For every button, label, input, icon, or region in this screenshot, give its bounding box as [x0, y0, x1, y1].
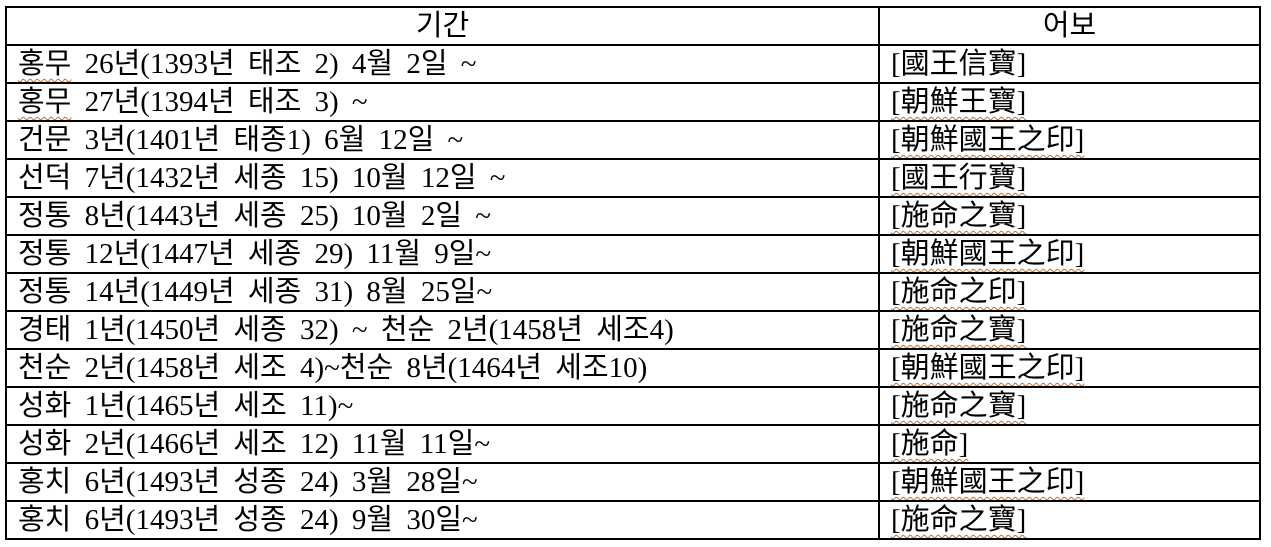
seal-cell: [國王行寶] [878, 158, 1261, 198]
period-cell: 선덕 7년(1432년 세종 15) 10월 12일 ~ [5, 158, 880, 198]
table-row: 홍치 6년(1493년 성종 24) 3월 28일~ [朝鮮國王之印] [5, 462, 1261, 502]
column-header-seal: 어보 [878, 6, 1261, 46]
period-cell: 홍치 6년(1493년 성종 24) 3월 28일~ [5, 462, 880, 502]
table-row: 정통 8년(1443년 세종 25) 10월 2일 ~ [施命之寶] [5, 196, 1261, 236]
period-cell: 천순 2년(1458년 세조 4)~천순 8년(1464년 세조10) [5, 348, 880, 388]
period-cell: 홍무 26년(1393년 태조 2) 4월 2일 ~ [5, 44, 880, 84]
period-cell: 정통 12년(1447년 세종 29) 11월 9일~ [5, 234, 880, 274]
table-row: 선덕 7년(1432년 세종 15) 10월 12일 ~ [國王行寶] [5, 158, 1261, 198]
table-row: 건문 3년(1401년 태종1) 6월 12일 ~ [朝鮮國王之印] [5, 120, 1261, 160]
period-cell: 경태 1년(1450년 세종 32) ~ 천순 2년(1458년 세조4) [5, 310, 880, 350]
period-cell: 성화 2년(1466년 세조 12) 11월 11일~ [5, 424, 880, 464]
misspelled-term: [朝鮮國王之印] [891, 238, 1085, 270]
seal-cell: [施命之印] [878, 272, 1261, 312]
seal-cell: [施命之寶] [878, 196, 1261, 236]
period-cell: 건문 3년(1401년 태종1) 6월 12일 ~ [5, 120, 880, 160]
table-row: 홍치 6년(1493년 성종 24) 9월 30일~ [施命之寶] [5, 500, 1261, 540]
period-cell: 정통 14년(1449년 세종 31) 8월 25일~ [5, 272, 880, 312]
seal-cell: [國王信寶] [878, 44, 1261, 84]
misspelled-term: [朝鮮國王之印] [891, 124, 1085, 156]
seal-cell: [朝鮮國王之印] [878, 348, 1261, 388]
misspelled-term: [施命之寶] [891, 390, 1027, 422]
table-body: 홍무 26년(1393년 태조 2) 4월 2일 ~ [國王信寶] 홍무 27년(1… [5, 44, 1261, 540]
table-row: 홍무 26년(1393년 태조 2) 4월 2일 ~ [國王信寶] [5, 44, 1261, 84]
period-cell: 성화 1년(1465년 세조 11)~ [5, 386, 880, 426]
seal-cell: [朝鮮王寶] [878, 82, 1261, 122]
period-cell: 홍무 27년(1394년 태조 3) ~ [5, 82, 880, 122]
seal-cell: [施命] [878, 424, 1261, 464]
misspelled-term: [施命之寶] [891, 314, 1027, 346]
misspelled-term: [施命之印] [891, 276, 1027, 308]
misspelled-term: 홍무 [18, 86, 72, 118]
seal-cell: [施命之寶] [878, 500, 1261, 540]
table-row: 정통 14년(1449년 세종 31) 8월 25일~ [施命之印] [5, 272, 1261, 312]
misspelled-term: [施命] [891, 428, 969, 460]
misspelled-term: [朝鮮國王之印] [891, 352, 1085, 384]
seal-cell: [朝鮮國王之印] [878, 234, 1261, 274]
period-cell: 정통 8년(1443년 세종 25) 10월 2일 ~ [5, 196, 880, 236]
seal-cell: [朝鮮國王之印] [878, 462, 1261, 502]
period-cell: 홍치 6년(1493년 성종 24) 9월 30일~ [5, 500, 880, 540]
seal-cell: [施命之寶] [878, 386, 1261, 426]
misspelled-term: 홍무 [18, 48, 72, 80]
table-row: 정통 12년(1447년 세종 29) 11월 9일~ [朝鮮國王之印] [5, 234, 1261, 274]
misspelled-term: [施命之寶] [891, 504, 1027, 536]
table-row: 성화 1년(1465년 세조 11)~ [施命之寶] [5, 386, 1261, 426]
royal-seal-period-table: 기간 어보 홍무 26년(1393년 태조 2) 4월 2일 ~ [國王信寶] 홍무… [5, 6, 1261, 540]
table-row: 홍무 27년(1394년 태조 3) ~ [朝鮮王寶] [5, 82, 1261, 122]
misspelled-term: [國王行寶] [891, 162, 1027, 194]
table-row: 경태 1년(1450년 세종 32) ~ 천순 2년(1458년 세조4) [施命… [5, 310, 1261, 350]
column-header-period: 기간 [5, 6, 880, 46]
misspelled-term: [朝鮮王寶] [891, 86, 1027, 118]
header-row: 기간 어보 [5, 6, 1261, 46]
seal-cell: [朝鮮國王之印] [878, 120, 1261, 160]
seal-cell: [施命之寶] [878, 310, 1261, 350]
misspelled-term: [朝鮮國王之印] [891, 466, 1085, 498]
table-row: 성화 2년(1466년 세조 12) 11월 11일~ [施命] [5, 424, 1261, 464]
table-row: 천순 2년(1458년 세조 4)~천순 8년(1464년 세조10) [朝鮮國王… [5, 348, 1261, 388]
misspelled-term: [施命之寶] [891, 200, 1027, 232]
